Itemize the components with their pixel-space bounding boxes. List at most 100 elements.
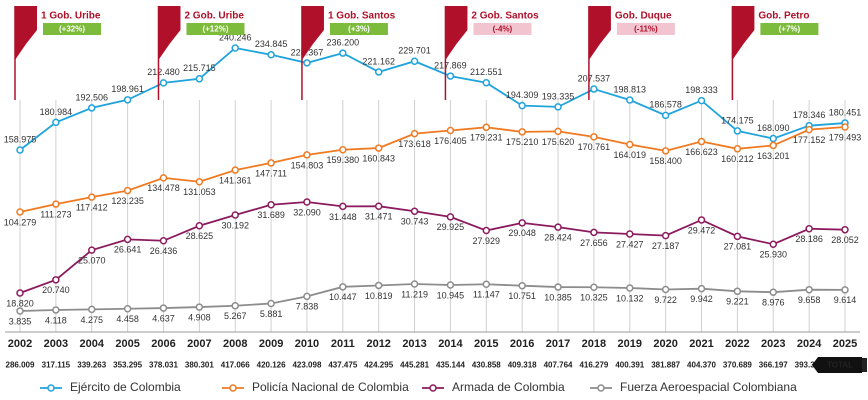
point [159, 304, 168, 312]
total-label: 317.115 [42, 361, 71, 370]
point [410, 207, 419, 215]
point [231, 166, 239, 174]
value-label: 163.201 [757, 151, 790, 161]
x-tick-label: 2017 [546, 338, 570, 350]
point [410, 129, 419, 138]
value-label: 141.361 [219, 175, 252, 185]
point [697, 96, 706, 105]
x-tick-label: 2018 [582, 338, 606, 350]
point [87, 305, 96, 314]
x-tick-label: 2025 [833, 338, 857, 350]
x-tick-label: 2012 [366, 338, 390, 350]
value-label: 111.273 [40, 209, 71, 219]
value-label: 8.976 [762, 298, 785, 308]
value-label: 27.929 [473, 236, 501, 246]
point [339, 145, 347, 154]
point [374, 144, 383, 152]
point [410, 57, 419, 65]
point [733, 127, 742, 135]
change-badge [186, 23, 245, 35]
value-label: 25.070 [78, 256, 106, 266]
point [554, 223, 562, 231]
point [626, 230, 634, 238]
point [195, 177, 204, 186]
total-label: 420.126 [257, 361, 286, 370]
value-label: 10.447 [329, 292, 357, 302]
point [374, 281, 383, 290]
change-badge [616, 23, 675, 35]
point [805, 125, 813, 134]
point [159, 79, 168, 87]
value-label: 5.267 [224, 311, 247, 321]
value-label: 10.132 [616, 293, 644, 303]
point [554, 103, 562, 111]
total-label: 404.370 [687, 361, 716, 370]
point [697, 137, 706, 146]
value-label: 173.618 [398, 139, 431, 149]
point [159, 174, 168, 182]
total-title: TOTAL [827, 361, 853, 370]
point [339, 283, 347, 291]
value-label: 9.658 [798, 295, 821, 305]
flag-label: 2 Gob. Uribe [184, 11, 244, 22]
change-badge [329, 23, 388, 35]
point [626, 284, 634, 292]
value-label: 194.309 [506, 90, 539, 100]
total-label: 430.858 [472, 361, 501, 370]
value-label: 18.820 [6, 298, 34, 308]
change-label: (-4%) [493, 25, 513, 34]
point [267, 159, 275, 167]
legend-marker [429, 384, 437, 392]
point [446, 213, 455, 221]
value-label: 31.689 [257, 210, 285, 220]
value-label: 104.279 [4, 217, 37, 227]
point [841, 225, 849, 234]
value-label: 198.961 [111, 84, 144, 94]
point [303, 59, 311, 67]
x-tick-label: 2016 [510, 338, 534, 350]
point [339, 202, 347, 211]
value-label: 180.984 [40, 107, 73, 117]
x-tick-label: 2021 [689, 338, 713, 350]
point [769, 141, 778, 150]
value-label: 234.845 [255, 39, 288, 49]
value-label: 198.333 [685, 85, 718, 95]
legend-marker [47, 384, 55, 392]
value-label: 176.405 [434, 136, 467, 146]
point [733, 145, 742, 153]
x-tick-label: 2015 [474, 338, 498, 350]
point [482, 123, 491, 132]
value-label: 192.506 [75, 92, 108, 102]
point [518, 281, 526, 290]
value-label: 10.751 [508, 291, 536, 301]
total-label: 424.295 [364, 361, 393, 370]
point [374, 68, 383, 76]
point [303, 198, 311, 206]
value-label: 9.614 [834, 295, 857, 305]
value-label: 131.053 [183, 187, 216, 197]
value-label: 212.480 [147, 67, 180, 77]
value-label: 4.458 [116, 314, 139, 324]
total-label: 378.031 [149, 361, 178, 370]
point [339, 49, 347, 57]
point [446, 281, 455, 289]
point [661, 111, 670, 120]
x-tick-label: 2010 [295, 338, 319, 350]
value-label: 10.819 [365, 291, 393, 301]
x-tick-label: 2019 [618, 338, 642, 350]
point [518, 128, 526, 136]
value-label: 20.740 [42, 285, 70, 295]
point [446, 72, 455, 80]
value-label: 31.471 [365, 212, 393, 222]
point [626, 140, 634, 149]
value-label: 10.385 [544, 292, 572, 302]
total-label: 416.279 [579, 361, 608, 370]
point [231, 302, 239, 310]
value-label: 117.412 [76, 203, 108, 213]
change-badge [43, 23, 101, 35]
point [374, 202, 383, 210]
point [87, 104, 96, 112]
series-line [19, 283, 846, 312]
change-badge [473, 23, 532, 35]
total-label: 286.009 [6, 361, 35, 370]
